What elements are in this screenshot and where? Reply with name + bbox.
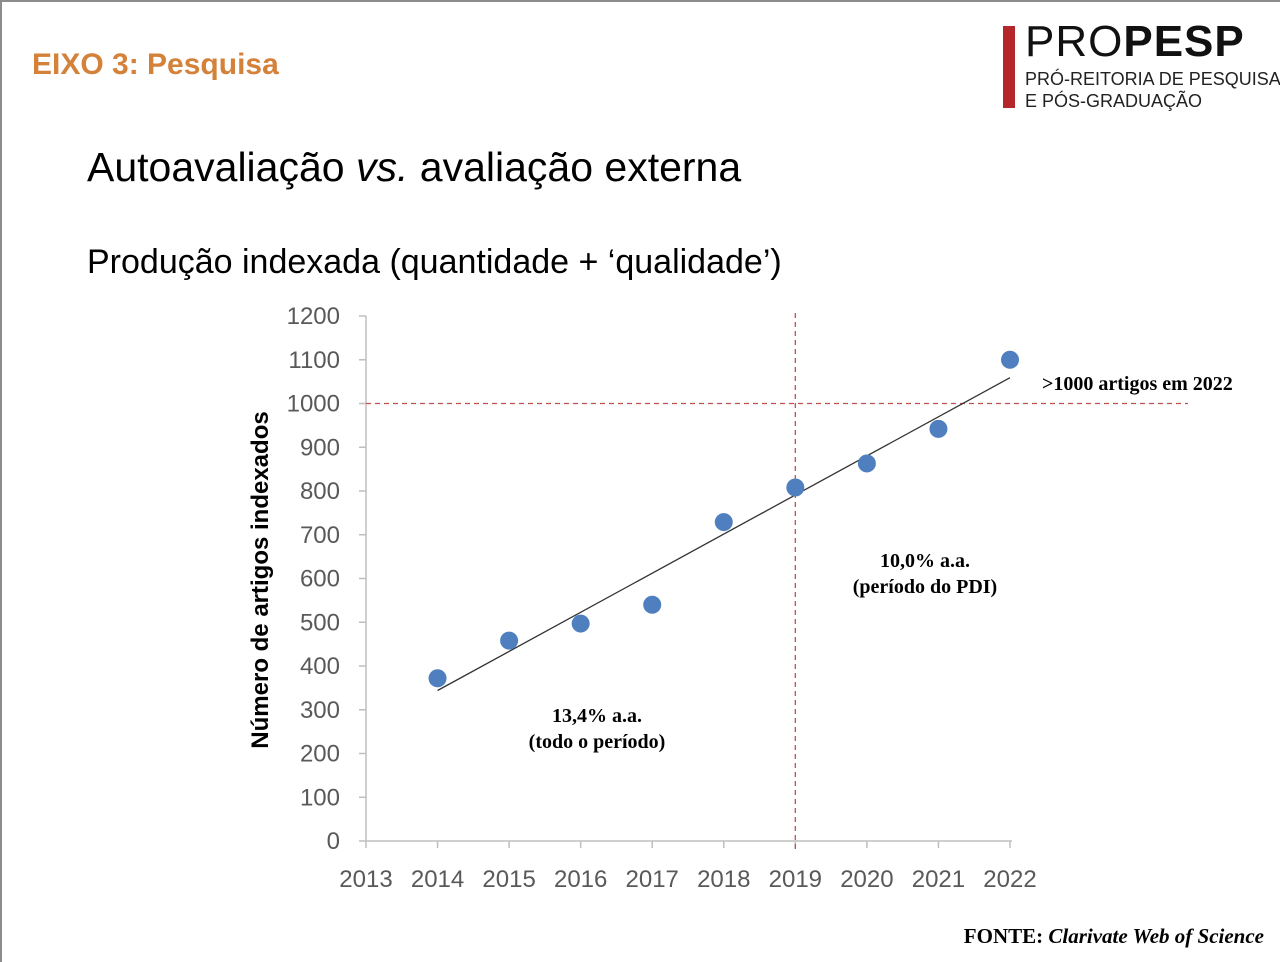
annotation-pdi-growth: 10,0% a.a. — [880, 550, 970, 572]
data-point — [857, 454, 876, 473]
y-tick-label: 1200 — [287, 303, 340, 330]
frame-left-border — [0, 0, 2, 962]
x-tick-label: 2017 — [626, 866, 679, 893]
annotation-overall-growth: 13,4% a.a. — [552, 705, 642, 727]
data-point — [500, 631, 519, 650]
data-point — [571, 614, 590, 633]
source-note: FONTE: Clarivate Web of Science — [964, 924, 1264, 949]
y-tick-label: 100 — [300, 784, 340, 811]
y-tick-label: 1000 — [287, 391, 340, 418]
x-tick-label: 2015 — [482, 866, 535, 893]
logo-title: PROPESP — [1025, 20, 1245, 64]
data-point — [929, 419, 948, 438]
trendline — [437, 377, 1011, 692]
title-part1: Autoavaliação — [87, 144, 356, 190]
title-part2: avaliação externa — [408, 144, 742, 190]
y-tick-label: 800 — [300, 478, 340, 505]
y-tick-label: 300 — [300, 697, 340, 724]
data-point — [1001, 350, 1019, 369]
slide-subtitle: Produção indexada (quantidade + ‘qualida… — [87, 243, 782, 281]
frame-top-border — [0, 0, 1280, 2]
data-point — [643, 595, 662, 614]
source-text: Clarivate Web of Science — [1048, 924, 1264, 948]
annotation-pdi-growth: (período do PDI) — [853, 576, 997, 598]
x-tick-label: 2013 — [339, 866, 392, 893]
slide-title: Autoavaliação vs. avaliação externa — [87, 144, 742, 190]
y-tick-label: 900 — [300, 434, 340, 461]
logo-subtitle-line2: E PÓS-GRADUAÇÃO — [1025, 91, 1203, 111]
y-tick-label: 600 — [300, 566, 340, 593]
y-tick-label: 1100 — [288, 347, 340, 374]
x-tick-label: 2014 — [411, 866, 464, 893]
annotation-1000-articles: >1000 artigos em 2022 — [1042, 373, 1233, 395]
y-tick-label: 400 — [300, 653, 340, 680]
x-tick-label: 2019 — [769, 866, 822, 893]
source-label: FONTE: — [963, 924, 1049, 948]
logo-bar — [1003, 26, 1015, 108]
logo-title-bold: PESP — [1123, 17, 1245, 66]
x-tick-label: 2020 — [840, 866, 893, 893]
section-label: EIXO 3: Pesquisa — [32, 48, 279, 81]
propesp-logo: PROPESP PRÓ-REITORIA DE PESQUISA E PÓS-G… — [1003, 20, 1280, 112]
x-tick-label: 2016 — [554, 866, 607, 893]
y-axis-title: Número de artigos indexados — [247, 411, 274, 748]
x-tick-label: 2018 — [697, 866, 750, 893]
logo-title-light: PRO — [1025, 17, 1124, 66]
x-tick-label: 2022 — [983, 866, 1036, 893]
title-italic: vs. — [355, 144, 409, 190]
x-tick-label: 2021 — [912, 866, 965, 893]
y-tick-label: 0 — [327, 828, 340, 855]
data-point — [786, 478, 805, 497]
annotation-overall-growth: (todo o período) — [529, 731, 666, 753]
y-tick-label: 700 — [300, 522, 340, 549]
logo-subtitle-line1: PRÓ-REITORIA DE PESQUISA — [1025, 69, 1280, 89]
data-point — [714, 513, 733, 532]
y-tick-label: 500 — [300, 609, 340, 636]
y-tick-label: 200 — [300, 741, 340, 768]
data-point — [428, 669, 447, 688]
